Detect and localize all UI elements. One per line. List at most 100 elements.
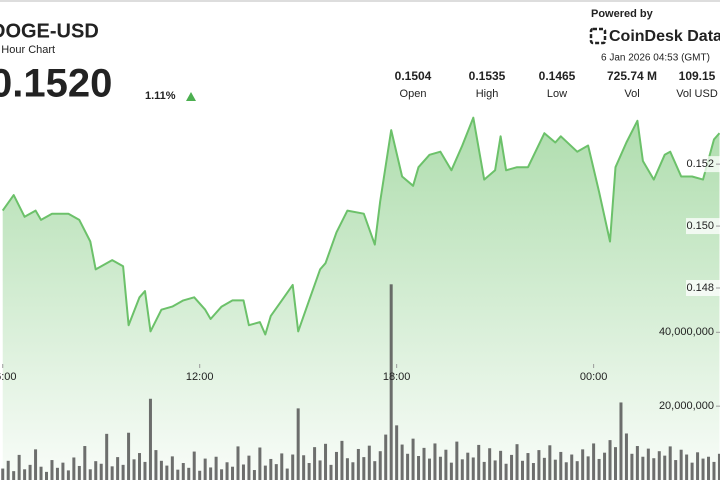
volume-bar <box>652 458 656 480</box>
volume-bar <box>471 457 475 480</box>
volume-bar <box>356 448 360 480</box>
volume-bar <box>553 459 557 480</box>
volume-bar <box>427 458 431 480</box>
volume-bar <box>717 453 720 480</box>
volume-bar <box>351 462 355 480</box>
volume-bar <box>280 453 284 480</box>
stat-value: 0.1504 <box>395 69 432 83</box>
volume-bar <box>575 461 579 480</box>
volume-bar <box>455 441 459 480</box>
volume-bar <box>406 453 410 480</box>
volume-bar <box>668 446 672 480</box>
stat-label: Low <box>547 88 567 100</box>
volume-bar <box>269 458 273 480</box>
volume-bar <box>384 434 388 480</box>
volume-bar <box>674 460 678 480</box>
y-label-bg <box>686 280 720 296</box>
volume-bar <box>110 466 114 480</box>
volume-bar <box>685 454 689 480</box>
volume-bar <box>302 455 306 480</box>
volume-bar <box>258 447 262 480</box>
stat-label: Open <box>400 88 427 100</box>
volume-bar <box>657 451 661 480</box>
x-tick-label: 18:00 <box>383 371 411 383</box>
volume-bar <box>630 453 634 480</box>
volume-bar <box>220 469 224 480</box>
symbol: DOGE-USD <box>0 20 99 42</box>
volume-bar <box>66 470 70 480</box>
volume-bar <box>422 447 426 480</box>
volume-bar <box>225 462 229 480</box>
y-tick-label: 0.148 <box>686 282 714 294</box>
volume-bar <box>88 469 92 480</box>
volume-bar <box>291 454 295 480</box>
volume-bar <box>143 461 147 480</box>
volume-bar <box>526 453 530 480</box>
volume-bar <box>61 462 65 480</box>
y-label-bg <box>686 156 720 173</box>
volume-bar <box>515 444 519 480</box>
brand-name: CoinDesk Data <box>609 28 720 45</box>
volume-bar <box>460 459 464 480</box>
volume-bar <box>635 446 639 480</box>
y-tick-label: 0.150 <box>686 220 714 232</box>
y2-tick-label: 20,000,000 <box>659 400 714 412</box>
volume-bar <box>504 463 508 480</box>
volume-bar <box>324 443 328 480</box>
subtitle: 24 Hour Chart <box>0 44 55 56</box>
price: 0.1520 <box>0 62 112 106</box>
volume-bar <box>641 456 645 480</box>
volume-bar <box>373 461 377 480</box>
volume-bar <box>438 456 442 480</box>
volume-bar <box>28 464 32 480</box>
volume-bar <box>318 460 322 480</box>
volume-bar <box>296 408 300 480</box>
volume-bar <box>378 451 382 480</box>
volume-bar <box>482 461 486 480</box>
volume-bar <box>187 467 191 480</box>
y2-tick-label: 40,000,000 <box>659 326 714 338</box>
volume-bar <box>138 453 142 480</box>
volume-bar <box>148 398 152 480</box>
volume-bar <box>488 448 492 480</box>
volume-bar <box>537 450 541 480</box>
volume-bar <box>121 464 125 480</box>
stat-label: Vol <box>624 88 639 100</box>
volume-bar <box>701 458 705 480</box>
volume-bar <box>362 457 366 480</box>
stat-value: 0.1535 <box>469 69 506 83</box>
volume-bar <box>340 440 344 480</box>
volume-bar <box>165 465 169 480</box>
overlay: 06:00 12:00 18:00 00:00 0.152 0.150 0.148 20,00… <box>0 156 720 412</box>
stat-value: 109.15 <box>679 69 716 83</box>
volume-bar <box>586 456 590 480</box>
price-line <box>1 116 720 336</box>
volume-bar <box>510 454 514 480</box>
volume-bar <box>619 402 623 480</box>
volume-bar <box>77 465 81 480</box>
volume-bar <box>531 463 535 480</box>
volume-bar <box>477 444 481 480</box>
volume-bar <box>127 432 131 480</box>
volume-bar <box>417 456 421 480</box>
volume-bar <box>597 458 601 480</box>
volume-bar <box>493 460 497 480</box>
volume-bar <box>50 460 54 480</box>
volume-bar <box>72 457 76 480</box>
logo-icon <box>589 27 607 45</box>
x-tick-label: 12:00 <box>186 371 214 383</box>
volume-bar <box>313 447 317 480</box>
stat-label: High <box>476 88 499 100</box>
volume-bar <box>39 466 43 480</box>
volume-bar <box>592 443 596 480</box>
volume-bar <box>520 460 524 480</box>
powered-by: Powered by <box>591 8 654 20</box>
volume-bar <box>116 457 120 480</box>
volume-bar <box>23 469 27 480</box>
volume-bar <box>181 463 185 480</box>
volume-bar <box>170 456 174 480</box>
volume-bar <box>603 452 607 480</box>
volume-bar <box>646 448 650 480</box>
volume-bar <box>712 461 716 480</box>
